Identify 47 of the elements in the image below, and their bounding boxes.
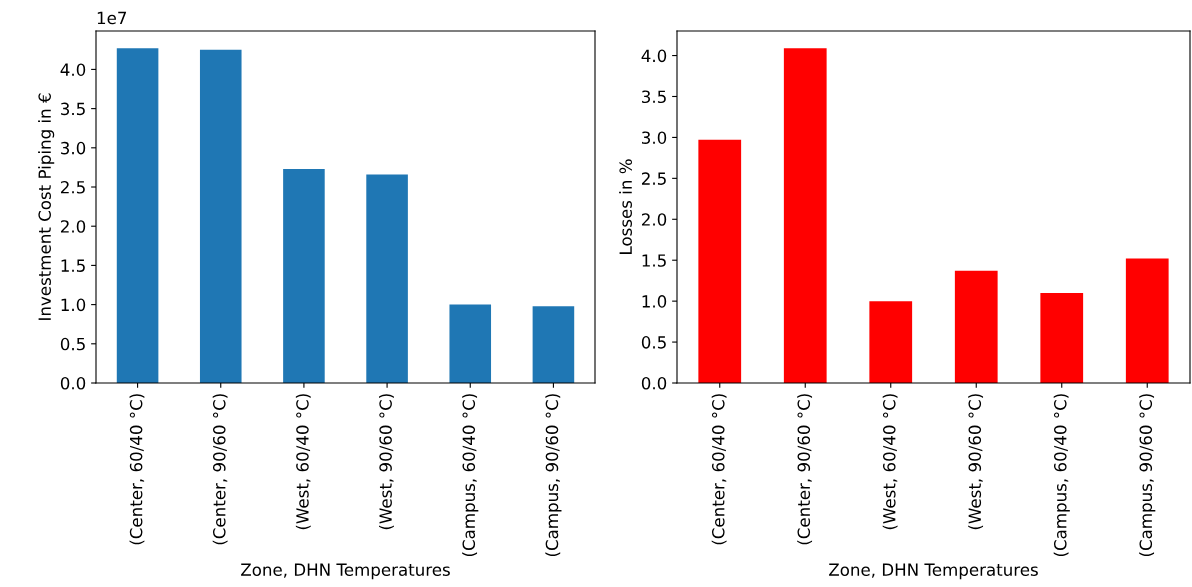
x-tick-label: (West, 90/60 °C) <box>379 394 394 530</box>
x-tick-label: (Center, 90/60 °C) <box>797 394 813 545</box>
bar <box>366 174 408 383</box>
y-tick-label: 1.5 <box>61 259 85 272</box>
y-tick-label: 4.0 <box>60 63 86 76</box>
bar <box>783 48 827 383</box>
x-tick-label: (West, 60/40 °C) <box>295 394 311 530</box>
bar <box>869 301 913 383</box>
x-tick-label: (Campus, 90/60 °C) <box>545 394 562 557</box>
y-tick-label: 3.0 <box>642 131 667 144</box>
bar <box>449 304 492 383</box>
y-tick-label: 2.5 <box>641 172 666 185</box>
y-tick-label: 0.5 <box>60 337 85 351</box>
y-tick-label: 1.0 <box>61 298 86 312</box>
bar <box>954 270 998 383</box>
text: 1e7 <box>97 11 127 25</box>
x-tick-label: (West, 90/60 °C) <box>968 394 984 530</box>
y-axis-title: Investment Cost Piping in € <box>38 93 55 320</box>
bar <box>698 139 742 383</box>
bar <box>1125 258 1169 383</box>
y-tick-label: 2.0 <box>641 213 667 226</box>
y-tick-label: 3.5 <box>642 90 666 104</box>
y-tick-label: 1.5 <box>642 254 666 267</box>
x-axis-title: Zone, DHN Temperatures <box>241 563 450 580</box>
bar <box>1040 292 1084 383</box>
x-tick-label: (Campus, 90/60 °C) <box>1139 394 1156 557</box>
x-tick-label: (Center, 90/60 °C) <box>212 394 228 545</box>
y-tick-label: 0.0 <box>641 376 667 390</box>
bar <box>532 306 575 383</box>
y-tick-label: 3.5 <box>61 102 85 116</box>
y-tick-label: 2.0 <box>60 220 86 233</box>
y-tick-label: 1.0 <box>642 295 667 308</box>
bar <box>116 48 159 383</box>
bar <box>283 168 325 383</box>
y-tick-label: 2.5 <box>60 180 85 194</box>
x-tick-label: (Center, 60/40 °C) <box>711 394 727 545</box>
x-tick-label: (Campus, 60/40 °C) <box>462 394 479 557</box>
y-tick-label: 3.0 <box>61 141 86 155</box>
y-axis-title: Losses in % <box>619 159 632 254</box>
x-tick-label: (Campus, 60/40 °C) <box>1053 394 1070 557</box>
y-tick-label: 0.0 <box>60 376 86 390</box>
x-tick-label: (West, 60/40 °C) <box>882 394 898 530</box>
x-axis-title: Zone, DHN Temperatures <box>829 563 1038 580</box>
x-tick-label: (Center, 60/40 °C) <box>129 394 145 545</box>
y-tick-label: 0.5 <box>641 336 666 349</box>
y-tick-label: 4.0 <box>641 49 667 63</box>
bar <box>199 49 242 383</box>
